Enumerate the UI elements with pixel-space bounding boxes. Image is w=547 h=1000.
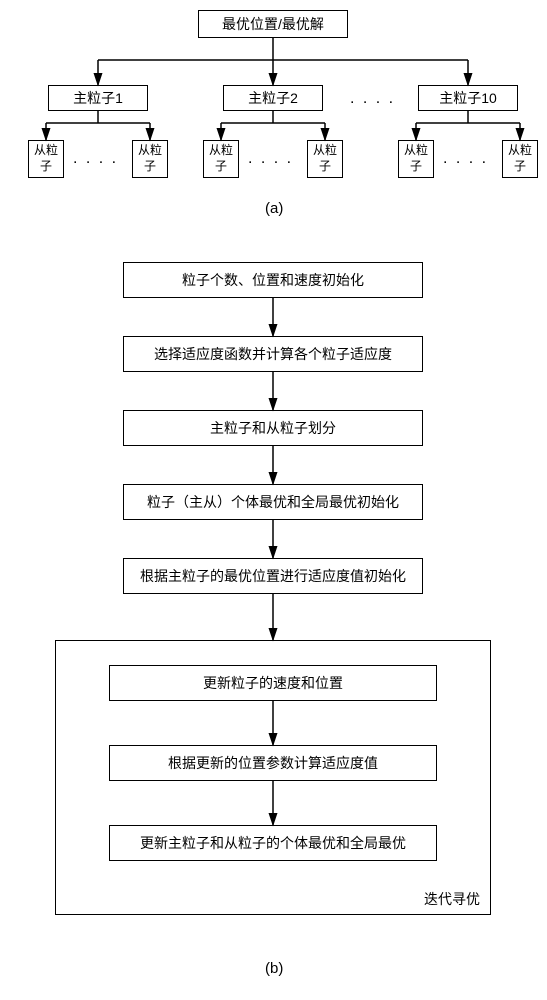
sub-particle-label: 从粒 子: [508, 143, 532, 174]
ellipsis: . . . .: [73, 150, 118, 168]
sub-particle-label: 从粒 子: [313, 143, 337, 174]
iter-step-label: 更新主粒子和从粒子的个体最优和全局最优: [140, 834, 406, 852]
step-label: 根据主粒子的最优位置进行适应度值初始化: [140, 567, 406, 585]
main-particle-box: 主粒子10: [418, 85, 518, 111]
root-label: 最优位置/最优解: [222, 15, 324, 33]
sub-particle-box: 从粒 子: [28, 140, 64, 178]
sub-particle-label: 从粒 子: [404, 143, 428, 174]
step-box: 主粒子和从粒子划分: [123, 410, 423, 446]
step-box: 选择适应度函数并计算各个粒子适应度: [123, 336, 423, 372]
sub-particle-label: 从粒 子: [138, 143, 162, 174]
caption-b: (b): [265, 960, 283, 977]
main-particle-label: 主粒子10: [439, 89, 497, 107]
iter-label: 迭代寻优: [424, 890, 480, 908]
iter-step-box: 更新粒子的速度和位置: [109, 665, 437, 701]
sub-particle-box: 从粒 子: [132, 140, 168, 178]
step-label: 粒子个数、位置和速度初始化: [182, 271, 364, 289]
sub-particle-box: 从粒 子: [203, 140, 239, 178]
step-box: 根据主粒子的最优位置进行适应度值初始化: [123, 558, 423, 594]
caption-a: (a): [265, 200, 283, 217]
iter-step-label: 更新粒子的速度和位置: [203, 674, 343, 692]
iter-step-label: 根据更新的位置参数计算适应度值: [168, 754, 378, 772]
sub-particle-box: 从粒 子: [502, 140, 538, 178]
iter-step-box: 更新主粒子和从粒子的个体最优和全局最优: [109, 825, 437, 861]
step-label: 选择适应度函数并计算各个粒子适应度: [154, 345, 392, 363]
iter-step-box: 根据更新的位置参数计算适应度值: [109, 745, 437, 781]
step-box: 粒子个数、位置和速度初始化: [123, 262, 423, 298]
main-particle-label: 主粒子1: [73, 89, 123, 107]
ellipsis: . . . .: [350, 90, 395, 108]
ellipsis: . . . .: [248, 150, 293, 168]
step-label: 粒子（主从）个体最优和全局最优初始化: [147, 493, 399, 511]
step-box: 粒子（主从）个体最优和全局最优初始化: [123, 484, 423, 520]
ellipsis: . . . .: [443, 150, 488, 168]
main-particle-label: 主粒子2: [248, 89, 298, 107]
main-particle-box: 主粒子1: [48, 85, 148, 111]
main-particle-box: 主粒子2: [223, 85, 323, 111]
sub-particle-label: 从粒 子: [34, 143, 58, 174]
sub-particle-box: 从粒 子: [307, 140, 343, 178]
step-label: 主粒子和从粒子划分: [210, 419, 336, 437]
sub-particle-box: 从粒 子: [398, 140, 434, 178]
sub-particle-label: 从粒 子: [209, 143, 233, 174]
root-box: 最优位置/最优解: [198, 10, 348, 38]
